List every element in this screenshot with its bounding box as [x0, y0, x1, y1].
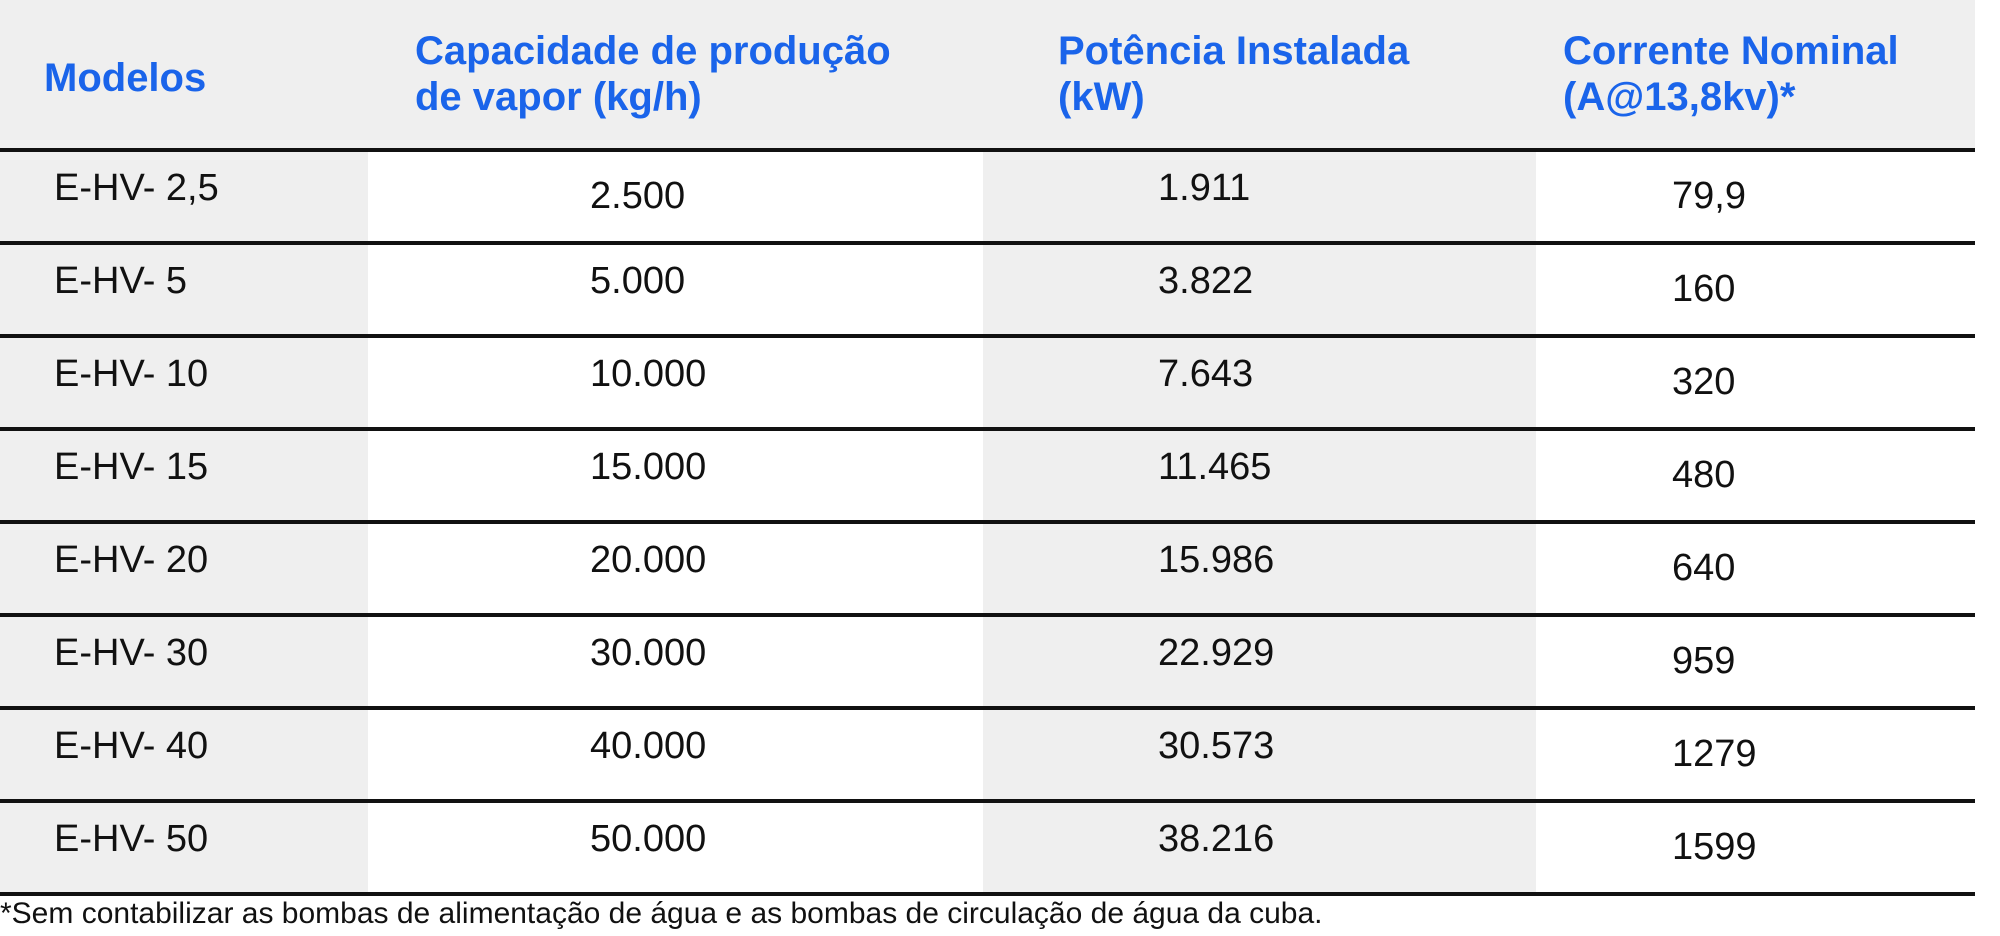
- header-modelos: Modelos: [44, 56, 207, 100]
- footnote: *Sem contabilizar as bombas de alimentaç…: [0, 897, 1323, 930]
- cell-power: 30.573: [1158, 725, 1275, 767]
- cell-model: E-HV- 20: [54, 539, 209, 581]
- cell-current: 959: [1672, 640, 1736, 682]
- cell-model: E-HV- 50: [54, 818, 209, 860]
- header-capacidade: Capacidade de produção de vapor (kg/h): [415, 29, 891, 119]
- cell-power: 11.465: [1158, 446, 1272, 488]
- cell-power: 22.929: [1158, 632, 1275, 674]
- cell-power: 7.643: [1158, 353, 1254, 395]
- table-row: E-HV- 20 20.000 15.986 640: [0, 524, 1975, 617]
- cell-power: 38.216: [1158, 818, 1275, 860]
- cell-capacity: 5.000: [590, 260, 686, 302]
- cell-current: 79,9: [1672, 175, 1746, 217]
- cell-current: 1279: [1672, 733, 1757, 775]
- table-row: E-HV- 10 10.000 7.643 320: [0, 338, 1975, 431]
- table-row: E-HV- 5 5.000 3.822 160: [0, 245, 1975, 338]
- cell-current: 1599: [1672, 826, 1757, 868]
- cell-capacity: 40.000: [590, 725, 707, 767]
- specifications-table: Modelos Capacidade de produção de vapor …: [0, 0, 1975, 896]
- cell-capacity: 50.000: [590, 818, 707, 860]
- cell-current: 320: [1672, 361, 1736, 403]
- cell-capacity: 15.000: [590, 446, 707, 488]
- cell-current: 480: [1672, 454, 1736, 496]
- header-potencia: Potência Instalada (kW): [1058, 29, 1410, 119]
- cell-model: E-HV- 5: [54, 260, 188, 302]
- table-row: E-HV- 30 30.000 22.929 959: [0, 617, 1975, 710]
- cell-power: 15.986: [1158, 539, 1275, 581]
- cell-model: E-HV- 40: [54, 725, 209, 767]
- cell-capacity: 10.000: [590, 353, 707, 395]
- table-header: Modelos Capacidade de produção de vapor …: [0, 0, 1975, 152]
- cell-capacity: 30.000: [590, 632, 707, 674]
- cell-current: 160: [1672, 268, 1736, 310]
- cell-current: 640: [1672, 547, 1736, 589]
- table-row: E-HV- 50 50.000 38.216 1599: [0, 803, 1975, 896]
- cell-model: E-HV- 10: [54, 353, 209, 395]
- cell-capacity: 2.500: [590, 175, 686, 217]
- cell-power: 3.822: [1158, 260, 1254, 302]
- table-row: E-HV- 2,5 2.500 1.911 79,9: [0, 152, 1975, 245]
- table-row: E-HV- 40 40.000 30.573 1279: [0, 710, 1975, 803]
- table-row: E-HV- 15 15.000 11.465 480: [0, 431, 1975, 524]
- cell-power: 1.911: [1158, 167, 1251, 209]
- cell-model: E-HV- 30: [54, 632, 209, 674]
- cell-capacity: 20.000: [590, 539, 707, 581]
- cell-model: E-HV- 2,5: [54, 167, 219, 209]
- header-corrente: Corrente Nominal (A@13,8kv)*: [1563, 29, 1899, 119]
- cell-model: E-HV- 15: [54, 446, 209, 488]
